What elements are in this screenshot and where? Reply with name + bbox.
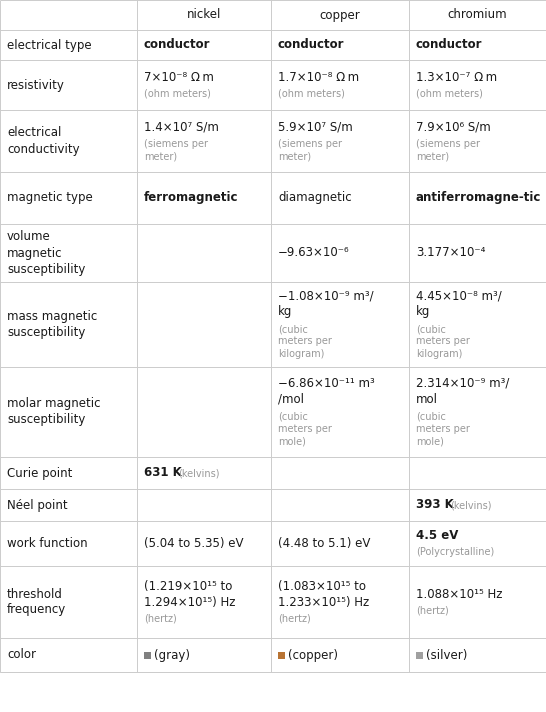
Text: conductor: conductor — [416, 38, 483, 51]
Text: (hertz): (hertz) — [278, 614, 311, 624]
Text: Néel point: Néel point — [7, 498, 68, 511]
Text: nickel: nickel — [187, 9, 221, 21]
Text: (Polycrystalline): (Polycrystalline) — [416, 548, 494, 557]
Text: (siemens per
meter): (siemens per meter) — [278, 139, 342, 161]
Text: electrical
conductivity: electrical conductivity — [7, 127, 80, 155]
Text: (cubic
meters per
mole): (cubic meters per mole) — [416, 412, 470, 446]
Text: 393 K: 393 K — [416, 498, 454, 511]
Text: (hertz): (hertz) — [144, 614, 177, 624]
Bar — [278, 651, 285, 659]
Text: antiferromagne­tic: antiferromagne­tic — [416, 192, 542, 204]
Text: (hertz): (hertz) — [416, 606, 449, 616]
Text: (gray): (gray) — [154, 649, 190, 661]
Text: mass magnetic
susceptibility: mass magnetic susceptibility — [7, 310, 97, 339]
Text: (kelvins): (kelvins) — [450, 500, 492, 510]
Text: (cubic
meters per
kilogram): (cubic meters per kilogram) — [416, 324, 470, 359]
Text: 1.4×10⁷ S/m: 1.4×10⁷ S/m — [144, 120, 219, 133]
Text: 3.177×10⁻⁴: 3.177×10⁻⁴ — [416, 246, 485, 259]
Text: 7×10⁻⁸ Ω m: 7×10⁻⁸ Ω m — [144, 71, 214, 84]
Bar — [416, 651, 423, 659]
Text: conductor: conductor — [144, 38, 211, 51]
Text: electrical type: electrical type — [7, 38, 92, 51]
Text: 5.9×10⁷ S/m: 5.9×10⁷ S/m — [278, 120, 353, 133]
Text: threshold
frequency: threshold frequency — [7, 587, 66, 617]
Text: 631 K: 631 K — [144, 466, 182, 479]
Text: (1.083×10¹⁵ to
1.233×10¹⁵) Hz: (1.083×10¹⁵ to 1.233×10¹⁵) Hz — [278, 580, 369, 609]
Text: −6.86×10⁻¹¹ m³
/mol: −6.86×10⁻¹¹ m³ /mol — [278, 377, 375, 406]
Text: −1.08×10⁻⁹ m³/
kg: −1.08×10⁻⁹ m³/ kg — [278, 289, 373, 318]
Text: copper: copper — [319, 9, 360, 21]
Text: (ohm meters): (ohm meters) — [278, 89, 345, 99]
Text: resistivity: resistivity — [7, 78, 65, 92]
Text: chromium: chromium — [448, 9, 507, 21]
Text: molar magnetic
susceptibility: molar magnetic susceptibility — [7, 397, 100, 426]
Text: (kelvins): (kelvins) — [179, 468, 220, 478]
Text: ferromagnetic: ferromagnetic — [144, 192, 239, 204]
Text: (ohm meters): (ohm meters) — [416, 89, 483, 99]
Text: 1.7×10⁻⁸ Ω m: 1.7×10⁻⁸ Ω m — [278, 71, 359, 84]
Text: (copper): (copper) — [288, 649, 338, 661]
Text: −9.63×10⁻⁶: −9.63×10⁻⁶ — [278, 246, 349, 259]
Text: conductor: conductor — [278, 38, 345, 51]
Text: color: color — [7, 649, 36, 661]
Text: 4.45×10⁻⁸ m³/
kg: 4.45×10⁻⁸ m³/ kg — [416, 289, 502, 318]
Text: (cubic
meters per
kilogram): (cubic meters per kilogram) — [278, 324, 332, 359]
Text: (1.219×10¹⁵ to
1.294×10¹⁵) Hz: (1.219×10¹⁵ to 1.294×10¹⁵) Hz — [144, 580, 235, 609]
Text: 4.5 eV: 4.5 eV — [416, 530, 459, 543]
Text: (silver): (silver) — [426, 649, 467, 661]
Text: (siemens per
meter): (siemens per meter) — [416, 139, 480, 161]
Text: Curie point: Curie point — [7, 466, 73, 479]
Text: 1.088×10¹⁵ Hz: 1.088×10¹⁵ Hz — [416, 588, 502, 601]
Text: 1.3×10⁻⁷ Ω m: 1.3×10⁻⁷ Ω m — [416, 71, 497, 84]
Text: 7.9×10⁶ S/m: 7.9×10⁶ S/m — [416, 120, 491, 133]
Text: work function: work function — [7, 537, 87, 550]
Text: (ohm meters): (ohm meters) — [144, 89, 211, 99]
Text: magnetic type: magnetic type — [7, 192, 93, 204]
Text: (5.04 to 5.35) eV: (5.04 to 5.35) eV — [144, 537, 244, 550]
Text: volume
magnetic
susceptibility: volume magnetic susceptibility — [7, 231, 85, 276]
Text: diamagnetic: diamagnetic — [278, 192, 352, 204]
Bar — [144, 651, 151, 659]
Text: (siemens per
meter): (siemens per meter) — [144, 139, 208, 161]
Text: 2.314×10⁻⁹ m³/
mol: 2.314×10⁻⁹ m³/ mol — [416, 377, 509, 406]
Text: (4.48 to 5.1) eV: (4.48 to 5.1) eV — [278, 537, 370, 550]
Text: (cubic
meters per
mole): (cubic meters per mole) — [278, 412, 332, 446]
